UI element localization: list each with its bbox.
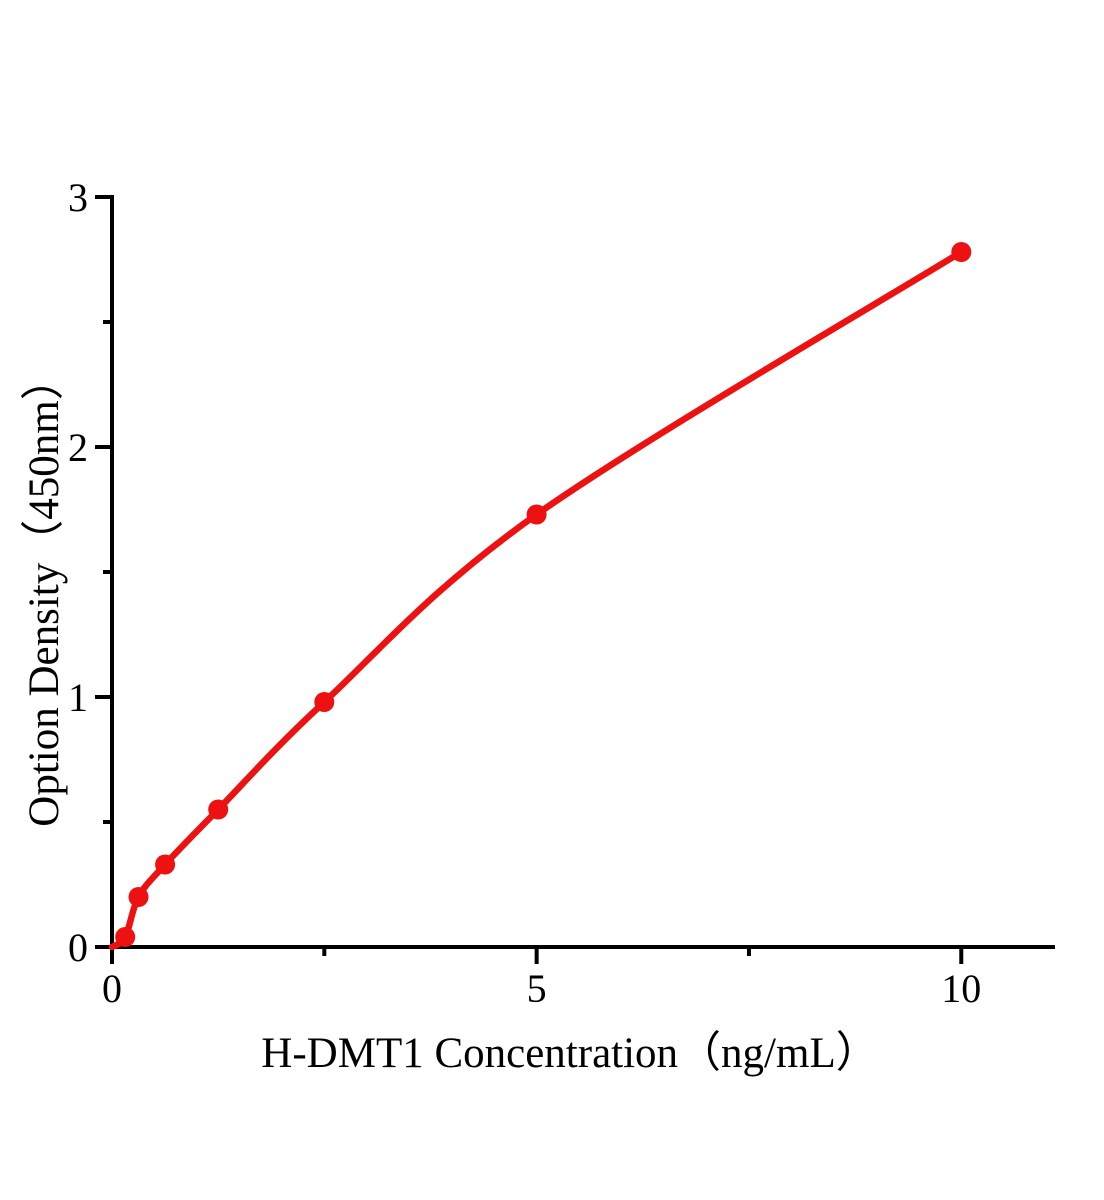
data-point-marker (115, 927, 136, 947)
y-tick-label: 2 (68, 425, 88, 470)
data-point-marker (208, 799, 229, 820)
data-points (115, 242, 972, 947)
x-tick-label: 5 (527, 966, 547, 1011)
data-point-marker (951, 242, 972, 262)
x-axis-title: H-DMT1 Concentration（ng/mL） (261, 1030, 879, 1077)
x-tick-label: 0 (102, 966, 122, 1011)
axes (95, 195, 1055, 964)
data-point-marker (526, 504, 547, 525)
y-axis-title: Option Density（450nm） (21, 357, 69, 827)
y-tick-label: 0 (68, 925, 88, 970)
data-point-marker (128, 887, 149, 907)
x-tick-label: 10 (941, 966, 981, 1011)
standard-curve-line (108, 248, 965, 951)
data-point-marker (155, 854, 176, 875)
y-tick-label: 3 (68, 175, 88, 220)
tick-labels: 0 5 10 0 1 2 3 (68, 175, 981, 1011)
y-tick-label: 1 (68, 675, 88, 720)
data-point-marker (314, 692, 335, 712)
axis-spines (110, 195, 1055, 949)
